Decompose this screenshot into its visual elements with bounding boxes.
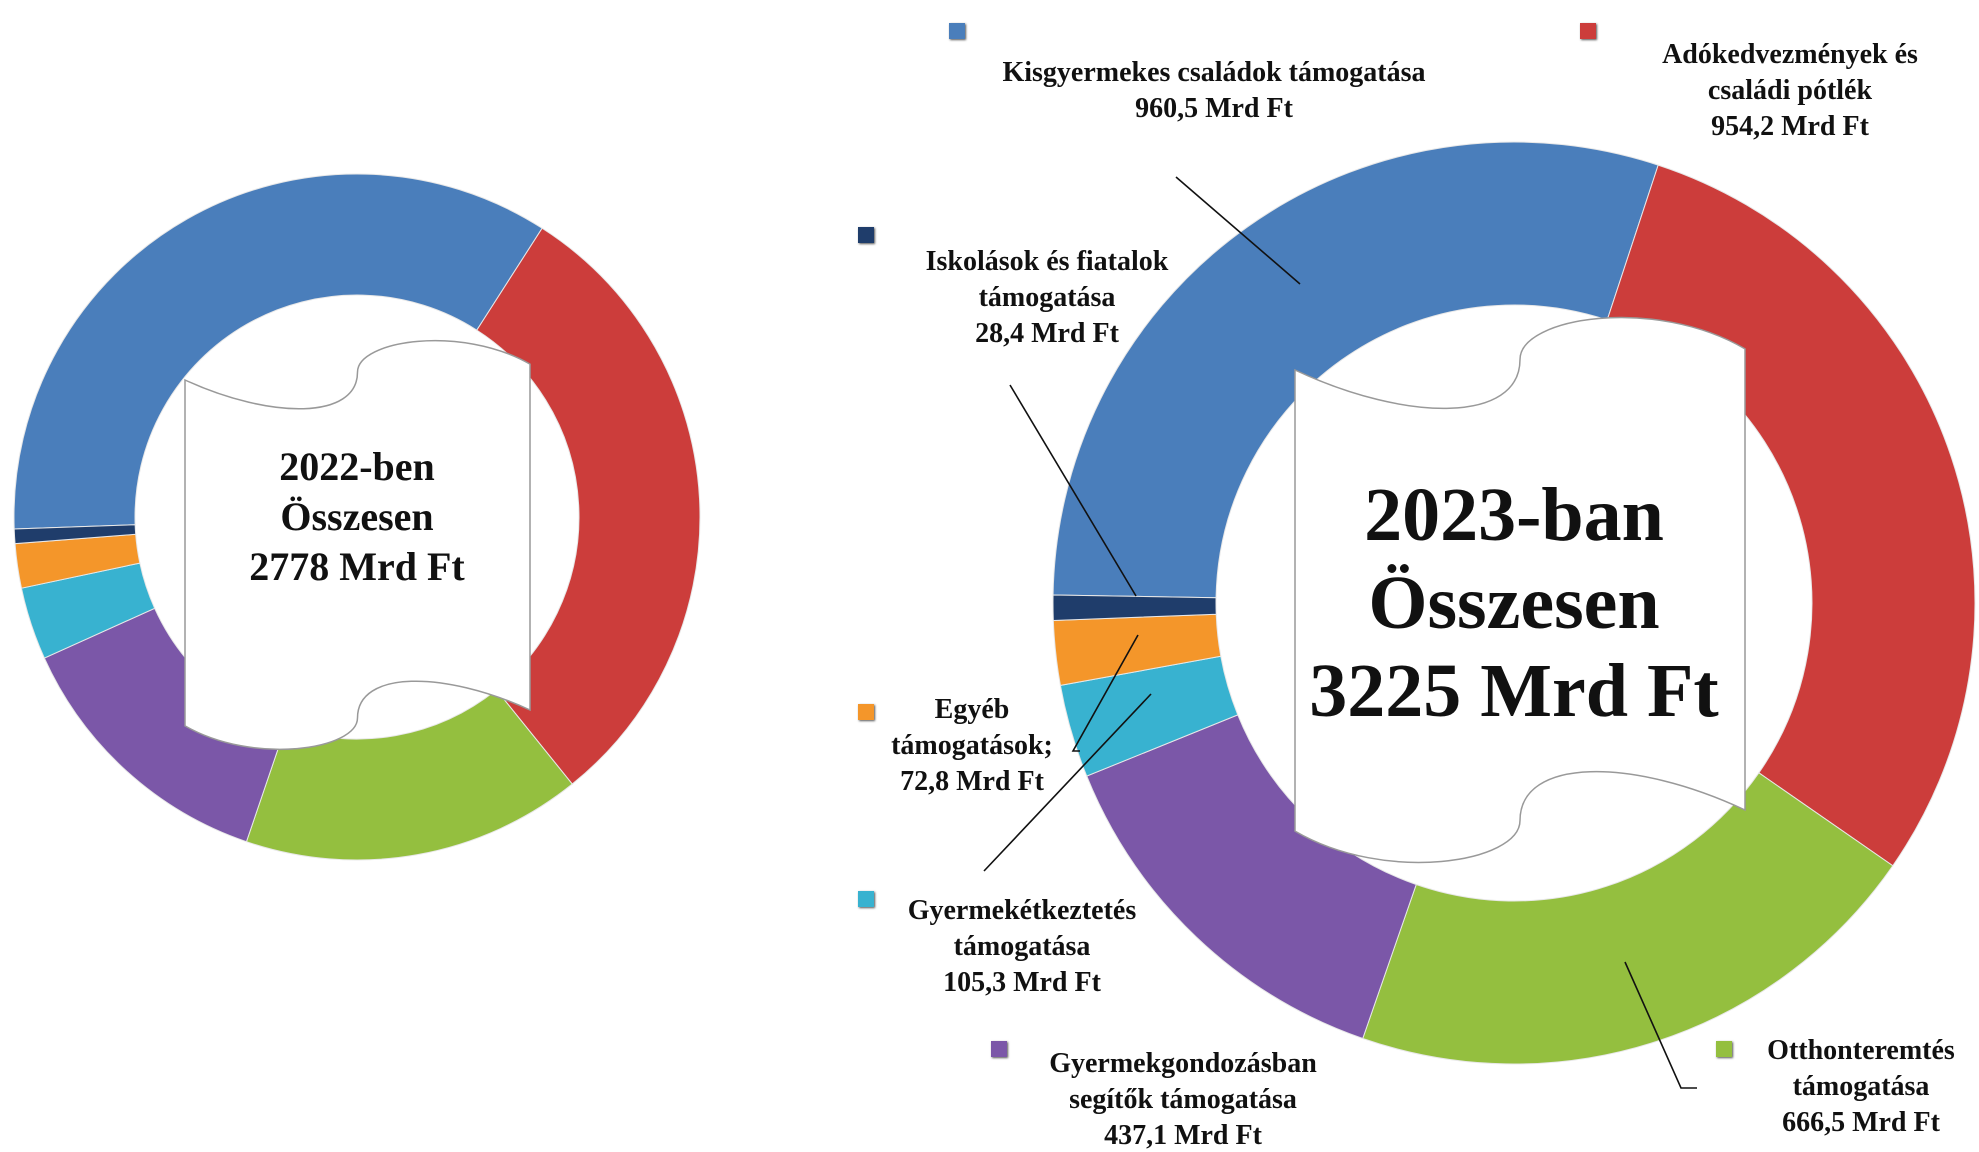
value-label: 666,5 Mrd Ft (1782, 1107, 1940, 1138)
legend-marker (1716, 1041, 1732, 1057)
data-label: Egyéb támogatások; 72,8 Mrd Ft (872, 692, 1072, 800)
category-label: Gyermekgondozásban segítők támogatása (1049, 1048, 1317, 1115)
category-label: Adókedvezmények és családi pótlék (1662, 39, 1918, 106)
data-label: Gyermekétkeztetés támogatása 105,3 Mrd Ft (872, 893, 1172, 1001)
data-label: Otthonteremtés támogatása 666,5 Mrd Ft (1731, 1033, 1979, 1141)
data-label: Iskolások és fiatalok támogatása 28,4 Mrd… (887, 244, 1207, 352)
leader-lines (983, 176, 1697, 1089)
category-label: Gyermekétkeztetés támogatása (907, 895, 1137, 962)
leader-line (1624, 961, 1697, 1089)
category-label: Kisgyermekes családok támogatása (1002, 57, 1426, 88)
legend-marker (858, 704, 874, 720)
leader-line (983, 693, 1152, 872)
legend-marker (1580, 23, 1596, 39)
scroll-shape (1294, 316, 1746, 864)
donut-segment (245, 689, 573, 861)
donut-segment (13, 173, 543, 530)
legend-marker (858, 227, 874, 243)
value-label: 28,4 Mrd Ft (975, 318, 1119, 349)
donut (13, 173, 701, 861)
leader-line (1009, 384, 1137, 597)
legend-marker (949, 23, 965, 39)
data-label: Gyermekgondozásban segítők támogatása 437… (1018, 1046, 1348, 1152)
data-label: Kisgyermekes családok támogatása 960,5 Mr… (954, 55, 1474, 127)
scroll-shape (184, 339, 531, 751)
donut-segment (1052, 141, 1659, 599)
center-title: 2022-ben Összesen 2778 Mrd Ft (249, 444, 465, 589)
data-label: Adókedvezmények és családi pótlék 954,2 M… (1625, 37, 1955, 145)
donut-segment (1362, 772, 1894, 1065)
donut (1052, 141, 1976, 1065)
value-label: 105,3 Mrd Ft (943, 967, 1101, 998)
donut-segment (13, 524, 137, 545)
value-label: 954,2 Mrd Ft (1711, 111, 1869, 142)
category-label: Iskolások és fiatalok támogatása (925, 246, 1169, 313)
value-label: 72,8 Mrd Ft (900, 766, 1044, 797)
center-title: 2023-ban Összesen 3225 Mrd Ft (1309, 473, 1719, 733)
category-label: Egyéb támogatások; (891, 694, 1053, 761)
donut-segment (1052, 594, 1217, 621)
donut-segment (476, 227, 701, 785)
leader-line (1175, 176, 1301, 285)
value-label: 437,1 Mrd Ft (1104, 1120, 1262, 1151)
leader-line (1071, 634, 1139, 752)
value-label: 960,5 Mrd Ft (1135, 93, 1293, 124)
category-label: Otthonteremtés támogatása (1767, 1035, 1955, 1102)
legend-marker (858, 891, 874, 907)
legend-marker (991, 1041, 1007, 1057)
